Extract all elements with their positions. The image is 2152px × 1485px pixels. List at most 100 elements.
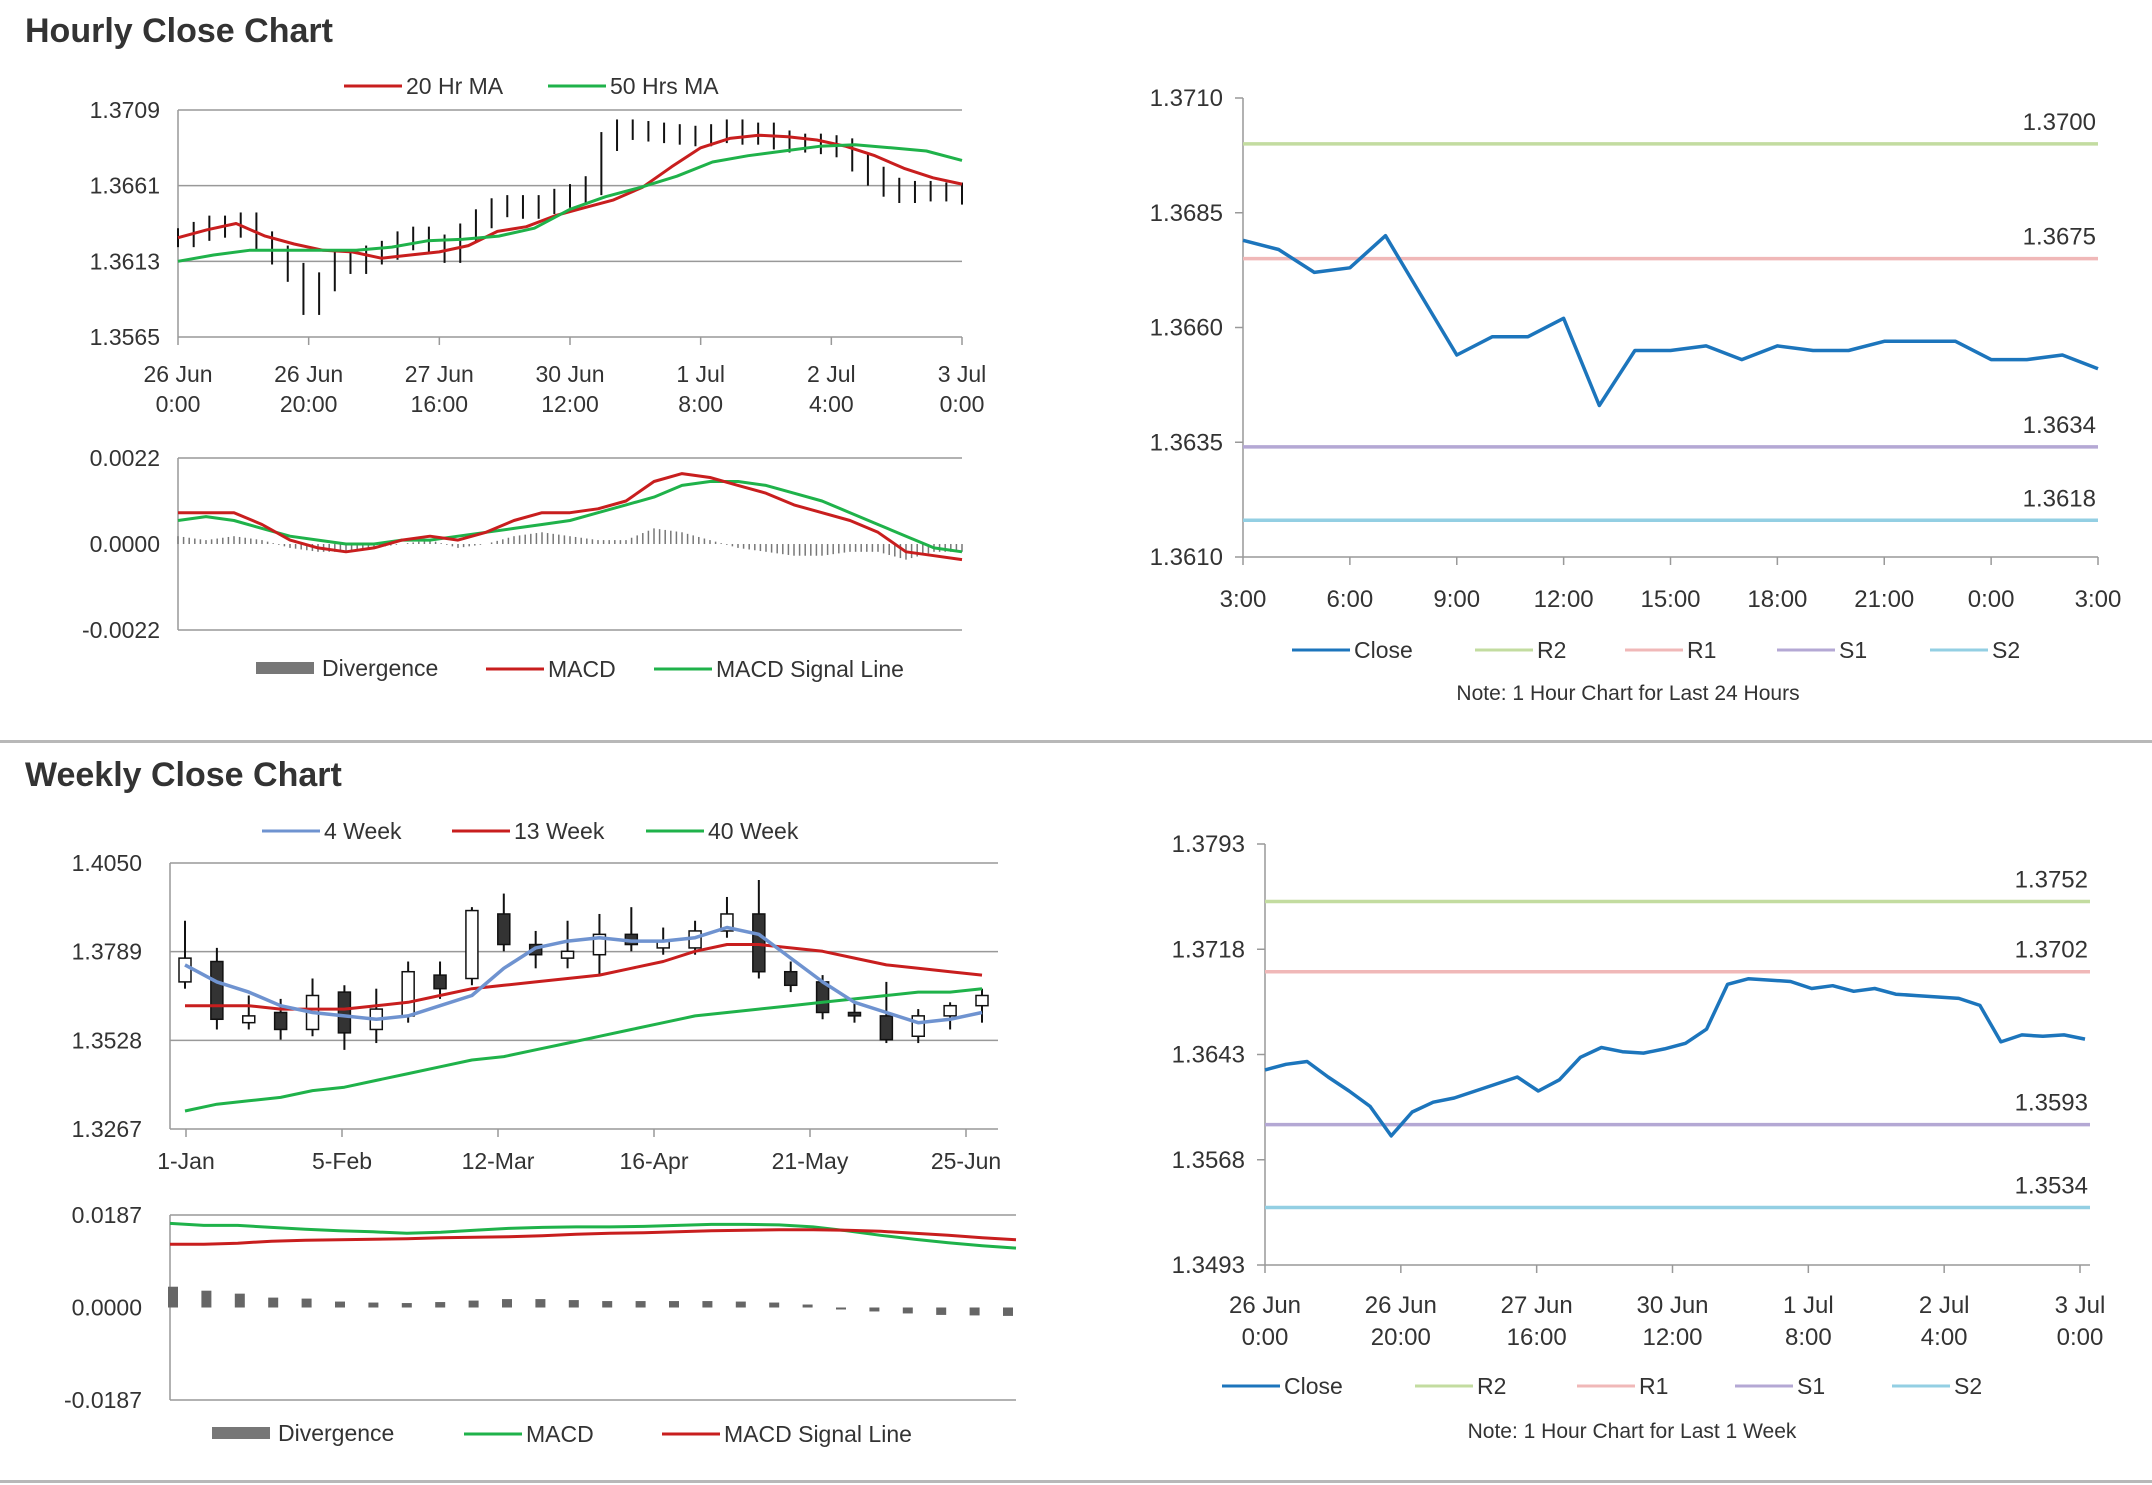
y-tick-label: 1.3793 [1172,831,1245,858]
x-tick-label: 9:00 [1433,586,1480,613]
y-tick-label: 1.3493 [1172,1252,1245,1279]
x-tick-label: 30 Jun [535,361,604,387]
divergence-bar [568,1300,579,1308]
macd-signal-line [170,1228,1017,1246]
x-tick-label: 20:00 [280,391,338,417]
divergence-bar [635,1301,646,1308]
x-tick-label: 15:00 [1640,586,1700,613]
x-tick-label: 2 Jul [807,361,856,387]
hourly-24h-chart: 1.3710 1.3685 1.3660 1.3635 1.3610 3:00 6:00 9:… [1150,85,2122,705]
y-tick-label: 1.4050 [72,850,142,876]
y-tick-label: 1.3660 [1150,315,1223,342]
level-label: 1.3700 [2023,109,2096,136]
y-tick-label: 1.3685 [1150,200,1223,227]
divergence-bar [769,1302,780,1308]
x-tick-label: 27 Jun [405,361,474,387]
divergence-bar [969,1307,980,1316]
x-tick-label: 12:00 [541,391,599,417]
level-label: 1.3752 [2015,867,2088,894]
legend-swatch-0 [256,662,314,674]
divergence-bar [869,1307,880,1312]
macd-line [169,1221,1017,1250]
x-tick-label: 27 Jun [1501,1292,1573,1319]
x-tick-label: 4:00 [809,391,854,417]
x-tick-label: 21-May [772,1148,849,1174]
divergence-bar [902,1307,913,1314]
x-tick-label: 3 Jul [2055,1292,2106,1319]
legend-label-1: 13 Week [514,818,605,844]
divergence-bar [368,1302,379,1308]
divergence-bar [1003,1307,1013,1316]
y-tick-label: 0.0000 [72,1295,142,1321]
candle-body [752,913,766,973]
y-tick-label: 0.0000 [90,531,160,557]
x-tick-label: 16-Apr [619,1148,688,1174]
weekly-macd-chart: 0.0187 0.0000 -0.0187 Divergence MACD MACD Si… [64,1202,1017,1447]
legend-label-0: Close [1284,1373,1343,1399]
legend-label-1: 50 Hrs MA [610,73,719,99]
weekly-price-chart: 1.4050 1.3789 1.3528 1.3267 1-Jan 5-Feb 12-Mar… [72,818,1002,1174]
close-line [1264,976,2086,1138]
legend-label-1: MACD [526,1421,594,1447]
x-tick-label: 30 Jun [1636,1292,1708,1319]
legend-swatch-0 [212,1427,270,1439]
x-tick-label: 26 Jun [1365,1292,1437,1319]
legend-label-1: R2 [1537,637,1566,663]
x-tick-label: 1 Jul [1783,1292,1834,1319]
candle-body [273,1011,288,1031]
legend-label-2: MACD Signal Line [716,656,904,682]
divergence-bar [468,1300,479,1308]
x-tick-label: 0:00 [2057,1324,2104,1351]
legend-label-2: 40 Week [708,818,799,844]
divergence-bar [669,1301,679,1308]
level-label: 1.3534 [2015,1172,2088,1199]
x-tick-label: 5-Feb [312,1148,372,1174]
legend-label-0: Close [1354,637,1413,663]
weekly-1w-chart: 1.3793 1.3718 1.3643 1.3568 1.3493 26 Jun 0:00… [1172,831,2106,1443]
level-label: 1.3675 [2023,224,2096,251]
legend-label-2: R1 [1639,1373,1668,1399]
x-tick-label: 8:00 [1785,1324,1832,1351]
legend-label-4: S2 [1992,637,2020,663]
divergence-bar [435,1302,446,1308]
divergence-bar [936,1307,947,1315]
legend-label-2: MACD Signal Line [724,1421,912,1447]
y-tick-label: 0.0187 [72,1202,142,1228]
hourly-macd-chart: 0.0022 0.0000 -0.0022 Divergence MACD MACD Si… [82,445,963,682]
candle-body [560,950,575,959]
candle-body [879,1015,894,1041]
level-label: 1.3618 [2023,485,2096,512]
divergence-bar [535,1299,546,1308]
y-tick-label: 1.3528 [72,1027,142,1053]
x-tick-label: 26 Jun [143,361,212,387]
ma4-line [184,925,983,1025]
candle-body [242,1015,256,1024]
candle-body [847,1011,862,1017]
x-tick-label: 6:00 [1327,586,1374,613]
x-tick-label: 20:00 [1371,1324,1431,1351]
y-tick-label: 1.3565 [90,324,160,350]
divergence-bar [836,1307,846,1310]
x-tick-label: 12:00 [1642,1324,1702,1351]
candle-body [911,1015,925,1038]
bottom-divider [0,1480,2152,1483]
y-tick-label: 1.3661 [90,173,160,199]
candle-body [943,1004,957,1017]
x-tick-label: 4:00 [1921,1324,1968,1351]
x-tick-label: 1 Jul [676,361,725,387]
x-tick-label: 12:00 [1534,586,1594,613]
y-tick-label: 1.3789 [72,939,142,965]
divergence-bar [268,1297,279,1308]
x-tick-label: 0:00 [1968,586,2015,613]
x-tick-label: 1-Jan [157,1148,215,1174]
x-tick-label: 12-Mar [462,1148,535,1174]
candle-body [210,960,224,1021]
legend-label-0: Divergence [278,1420,394,1446]
x-tick-label: 21:00 [1854,586,1914,613]
y-tick-label: -0.0022 [82,617,160,643]
y-tick-label: 1.3709 [90,97,160,123]
candle-body [401,970,415,1017]
x-tick-label: 26 Jun [1229,1292,1301,1319]
y-tick-label: 1.3613 [90,248,160,274]
x-tick-label: 26 Jun [274,361,343,387]
